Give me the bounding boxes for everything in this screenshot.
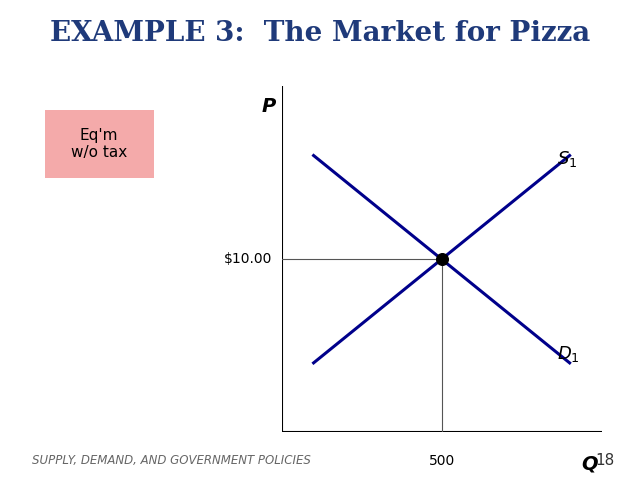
Text: EXAMPLE 3:  The Market for Pizza: EXAMPLE 3: The Market for Pizza [50, 20, 590, 47]
Text: 500: 500 [428, 455, 455, 468]
Point [436, 255, 447, 263]
FancyBboxPatch shape [45, 110, 154, 178]
Text: P: P [262, 97, 276, 116]
Text: $10.00: $10.00 [223, 252, 272, 266]
Text: Q: Q [582, 455, 598, 473]
Text: Eq'm
w/o tax: Eq'm w/o tax [71, 128, 127, 160]
Text: SUPPLY, DEMAND, AND GOVERNMENT POLICIES: SUPPLY, DEMAND, AND GOVERNMENT POLICIES [32, 454, 311, 468]
Text: 18: 18 [595, 453, 614, 468]
Text: $S_1$: $S_1$ [557, 149, 577, 169]
Text: $D_1$: $D_1$ [557, 344, 580, 364]
